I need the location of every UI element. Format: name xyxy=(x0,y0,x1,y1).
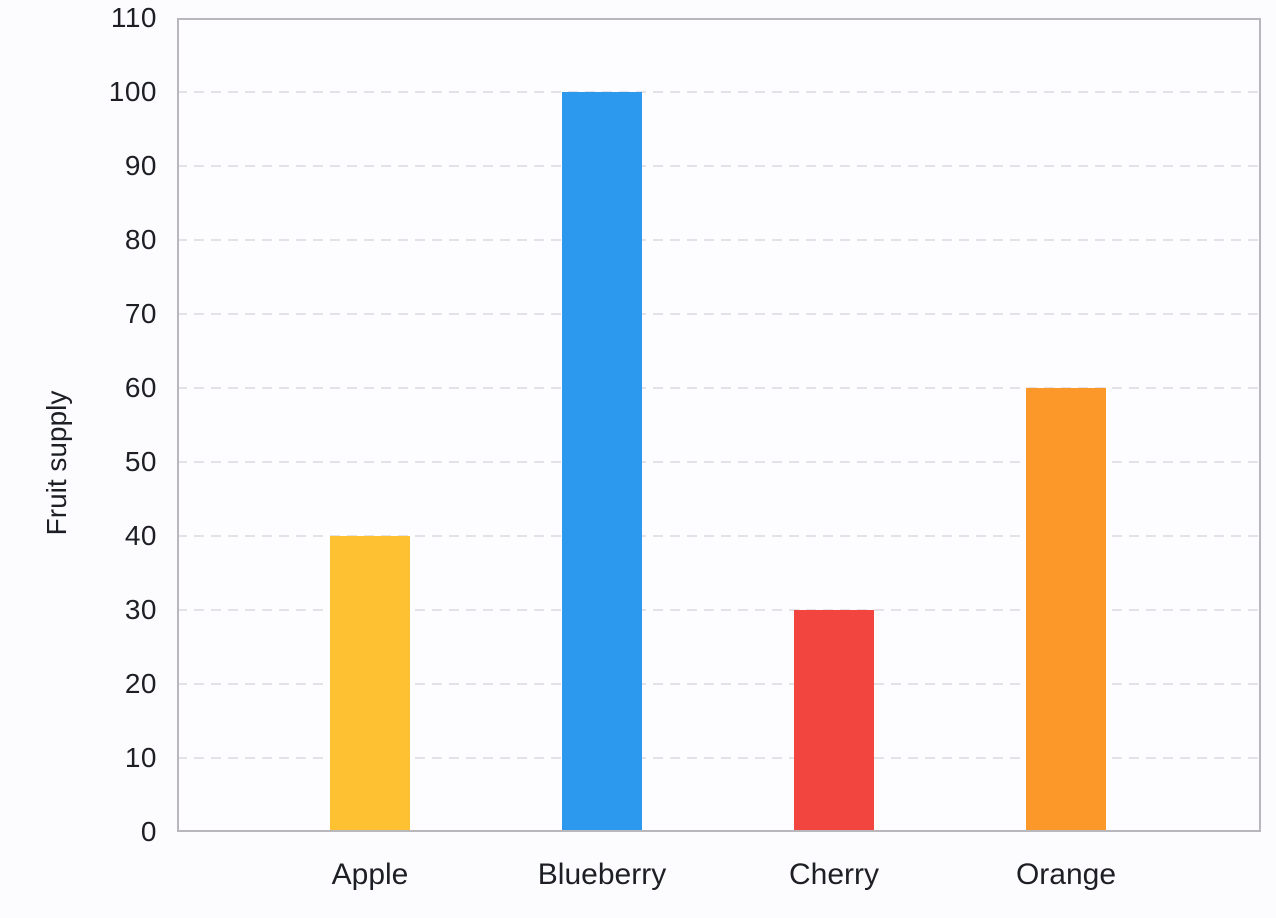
y-tick-label-40: 40 xyxy=(124,520,157,551)
gridline-y-10 xyxy=(177,757,1261,759)
y-tick-label-20: 20 xyxy=(124,668,157,699)
x-tick-label-blueberry: Blueberry xyxy=(537,858,667,891)
gridline-y-60 xyxy=(177,387,1261,389)
bar-apple xyxy=(330,536,410,832)
gridline-y-40 xyxy=(177,535,1261,537)
y-axis-tick-labels: 0 10 20 30 40 50 60 70 80 90 100 110 xyxy=(0,0,157,918)
y-tick-label-30: 30 xyxy=(124,594,157,625)
y-tick-label-70: 70 xyxy=(124,298,157,329)
gridline-y-100 xyxy=(177,91,1261,93)
y-tick-label-110: 110 xyxy=(110,2,157,33)
plot-area xyxy=(177,18,1261,832)
gridline-y-80 xyxy=(177,239,1261,241)
bar-cherry xyxy=(794,610,874,832)
y-tick-label-100: 100 xyxy=(108,76,157,107)
x-tick-label-apple: Apple xyxy=(331,858,409,891)
y-tick-label-80: 80 xyxy=(124,224,157,255)
gridline-y-70 xyxy=(177,313,1261,315)
y-tick-label-10: 10 xyxy=(124,742,157,773)
y-tick-label-90: 90 xyxy=(124,150,157,181)
gridline-y-30 xyxy=(177,609,1261,611)
y-tick-label-60: 60 xyxy=(124,372,157,403)
x-tick-label-cherry: Cherry xyxy=(788,858,880,891)
gridline-y-90 xyxy=(177,165,1261,167)
bar-orange xyxy=(1026,388,1106,832)
bar-blueberry xyxy=(562,92,642,832)
y-tick-label-0: 0 xyxy=(140,816,157,847)
gridline-y-50 xyxy=(177,461,1261,463)
gridline-y-20 xyxy=(177,683,1261,685)
x-tick-label-orange: Orange xyxy=(1015,858,1117,891)
y-tick-label-50: 50 xyxy=(124,446,157,477)
